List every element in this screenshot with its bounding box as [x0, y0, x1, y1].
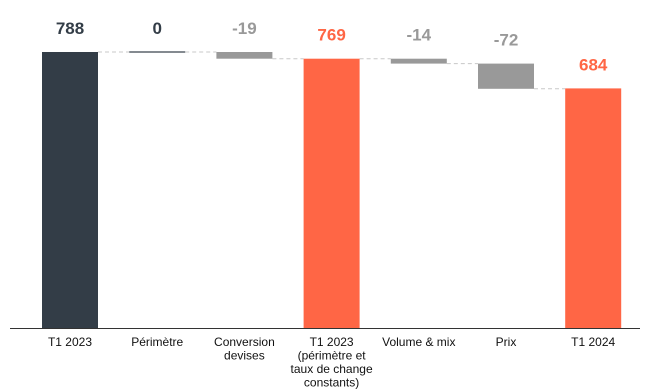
value-label-2: 0	[152, 19, 161, 38]
category-label-6: Prix	[496, 335, 517, 349]
category-label-3: Conversion devises	[214, 335, 275, 363]
category-label-1: T1 2023	[48, 335, 92, 349]
category-label-line: constants)	[304, 376, 359, 390]
bar-2	[129, 51, 186, 53]
category-label-line: Prix	[496, 335, 517, 349]
value-label-6: -72	[494, 31, 519, 50]
value-label-5: -14	[407, 26, 432, 45]
bar-5	[390, 58, 447, 64]
category-label-2: Périmètre	[131, 335, 183, 349]
category-label-line: T1 2023	[48, 335, 92, 349]
category-label-line: T1 2024	[571, 335, 615, 349]
bar-6	[478, 63, 534, 89]
value-label-1: 788	[56, 19, 84, 38]
category-label-line: devises	[224, 349, 265, 363]
category-label-line: (périmètre et	[298, 349, 367, 363]
category-label-5: Volume & mix	[382, 335, 455, 349]
bar-1	[42, 52, 98, 328]
category-labels-group: T1 2023 Périmètre Conversion devises T1 2023…	[48, 335, 616, 390]
category-label-line: Conversion	[214, 335, 275, 349]
category-label-line: Volume & mix	[382, 335, 455, 349]
bar-3	[216, 52, 273, 59]
category-label-7: T1 2024	[571, 335, 615, 349]
value-labels-group: 788 0 -19 769 -14 -72 684	[56, 19, 608, 74]
value-label-4: 769	[317, 26, 345, 45]
category-label-4: T1 2023 (périmètre et taux de change consta…	[291, 335, 373, 390]
category-label-line: T1 2023	[310, 335, 354, 349]
bars-group	[42, 51, 622, 329]
bar-7	[565, 88, 622, 329]
category-label-line: taux de change	[291, 362, 373, 376]
category-label-line: Périmètre	[131, 335, 183, 349]
connector-lines	[98, 51, 566, 90]
bar-4	[303, 58, 360, 328]
value-label-7: 684	[579, 55, 608, 74]
value-label-3: -19	[232, 19, 257, 38]
